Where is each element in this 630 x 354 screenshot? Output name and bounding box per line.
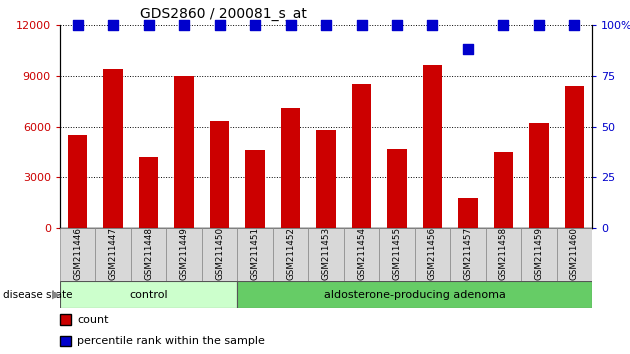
Text: GSM211447: GSM211447: [108, 227, 118, 280]
Text: GSM211449: GSM211449: [180, 227, 188, 280]
Text: GSM211458: GSM211458: [499, 227, 508, 280]
Text: aldosterone-producing adenoma: aldosterone-producing adenoma: [324, 290, 506, 300]
Bar: [423, 65, 442, 228]
Text: GSM211457: GSM211457: [464, 227, 472, 280]
Point: [392, 22, 402, 28]
Bar: [273, 228, 308, 281]
Bar: [238, 281, 592, 308]
Bar: [60, 228, 95, 281]
Bar: [308, 228, 344, 281]
Bar: [521, 228, 557, 281]
Bar: [557, 228, 592, 281]
Bar: [210, 121, 229, 228]
Text: GSM211459: GSM211459: [534, 227, 544, 280]
Text: GSM211448: GSM211448: [144, 227, 153, 280]
Text: GSM211454: GSM211454: [357, 227, 366, 280]
Point: [534, 22, 544, 28]
Point: [570, 22, 580, 28]
Text: count: count: [77, 315, 109, 325]
Point: [214, 22, 224, 28]
Bar: [494, 152, 513, 228]
Text: ▶: ▶: [52, 290, 60, 300]
Point: [72, 22, 83, 28]
Bar: [202, 228, 238, 281]
Text: disease state: disease state: [3, 290, 72, 300]
Text: GSM211451: GSM211451: [251, 227, 260, 280]
Bar: [95, 228, 131, 281]
Bar: [175, 76, 194, 228]
Point: [250, 22, 260, 28]
Bar: [415, 228, 450, 281]
Point: [144, 22, 154, 28]
Bar: [166, 228, 202, 281]
Point: [285, 22, 295, 28]
Point: [179, 22, 189, 28]
Bar: [387, 149, 407, 228]
Bar: [344, 228, 379, 281]
Point: [498, 22, 508, 28]
Bar: [281, 108, 301, 228]
Text: GSM211452: GSM211452: [286, 227, 295, 280]
Point: [357, 22, 367, 28]
Bar: [60, 281, 238, 308]
Bar: [486, 228, 521, 281]
Text: control: control: [129, 290, 168, 300]
Text: GSM211453: GSM211453: [321, 227, 331, 280]
Bar: [379, 228, 415, 281]
Text: GSM211450: GSM211450: [215, 227, 224, 280]
Bar: [245, 150, 265, 228]
Text: GSM211446: GSM211446: [73, 227, 82, 280]
Bar: [458, 198, 478, 228]
Bar: [529, 123, 549, 228]
Text: percentile rank within the sample: percentile rank within the sample: [77, 336, 265, 346]
Text: GDS2860 / 200081_s_at: GDS2860 / 200081_s_at: [140, 7, 307, 21]
Bar: [131, 228, 166, 281]
Text: GSM211456: GSM211456: [428, 227, 437, 280]
Bar: [238, 228, 273, 281]
Point: [463, 46, 473, 52]
Point: [108, 22, 118, 28]
Bar: [450, 228, 486, 281]
Bar: [68, 135, 88, 228]
Point: [427, 22, 437, 28]
Bar: [352, 84, 371, 228]
Bar: [139, 157, 158, 228]
Point: [321, 22, 331, 28]
Bar: [316, 130, 336, 228]
Bar: [103, 69, 123, 228]
Bar: [564, 86, 584, 228]
Text: GSM211460: GSM211460: [570, 227, 579, 280]
Text: GSM211455: GSM211455: [392, 227, 401, 280]
